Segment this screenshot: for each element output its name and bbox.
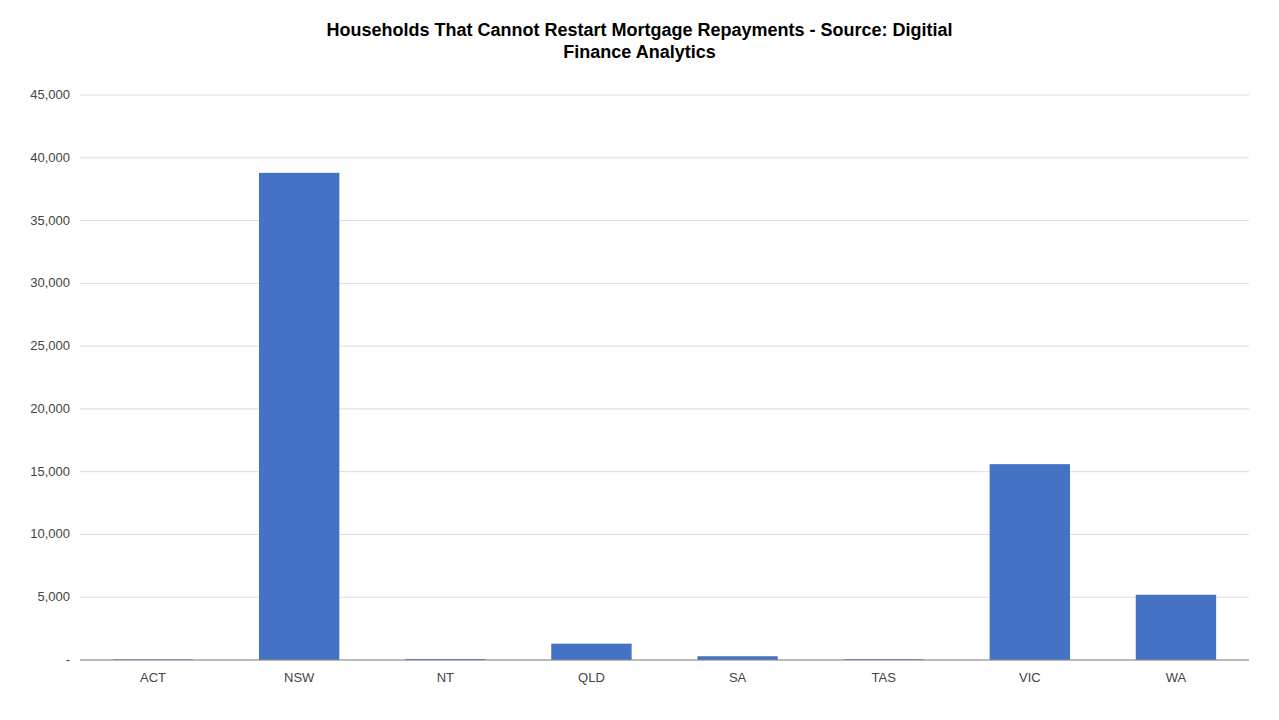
x-tick-label: NT bbox=[437, 670, 454, 685]
y-axis: - 5,000 10,000 15,000 20,000 25,000 30,000 35,0… bbox=[30, 87, 70, 667]
y-tick-label: 25,000 bbox=[30, 338, 70, 353]
x-tick-label: NSW bbox=[284, 670, 315, 685]
x-axis-line bbox=[80, 660, 1249, 661]
y-tick-label: 40,000 bbox=[30, 150, 70, 165]
y-tick-label: 20,000 bbox=[30, 401, 70, 416]
grid-line bbox=[80, 283, 1249, 284]
x-tick-label: QLD bbox=[578, 670, 605, 685]
bar bbox=[697, 656, 777, 660]
bar bbox=[1136, 595, 1216, 660]
y-tick-label: 30,000 bbox=[30, 275, 70, 290]
x-tick-label: WA bbox=[1166, 670, 1187, 685]
x-tick-label: VIC bbox=[1019, 670, 1041, 685]
x-tick-label: TAS bbox=[872, 670, 897, 685]
y-tick-label: 15,000 bbox=[30, 464, 70, 479]
grid-line bbox=[80, 660, 1249, 661]
x-tick-label: SA bbox=[729, 670, 747, 685]
x-axis: ACT NSW NT QLD SA TAS VIC WA bbox=[80, 660, 1249, 685]
grid-line bbox=[80, 408, 1249, 409]
chart-container: Households That Cannot Restart Mortgage … bbox=[0, 0, 1279, 720]
grid-line bbox=[80, 220, 1249, 221]
grid-line bbox=[80, 157, 1249, 158]
bar bbox=[551, 644, 631, 660]
y-tick-label: - bbox=[66, 652, 70, 667]
chart-title-line: Households That Cannot Restart Mortgage … bbox=[326, 20, 952, 40]
page: {"chart_data": {"type": "bar", "title": … bbox=[0, 0, 1279, 720]
y-tick-label: 5,000 bbox=[37, 589, 70, 604]
bars bbox=[113, 173, 1216, 660]
grid-line bbox=[80, 346, 1249, 347]
y-grid bbox=[80, 95, 1249, 660]
grid-line bbox=[80, 534, 1249, 535]
grid-line bbox=[80, 597, 1249, 598]
x-tick-label: ACT bbox=[140, 670, 166, 685]
y-tick-label: 10,000 bbox=[30, 526, 70, 541]
grid-line bbox=[80, 95, 1249, 96]
chart-title-line: Finance Analytics bbox=[563, 42, 715, 62]
y-tick-label: 35,000 bbox=[30, 213, 70, 228]
chart-svg: Households That Cannot Restart Mortgage … bbox=[0, 0, 1279, 720]
chart-title: Households That Cannot Restart Mortgage … bbox=[326, 20, 952, 62]
bar bbox=[259, 173, 339, 660]
y-tick-label: 45,000 bbox=[30, 87, 70, 102]
bar bbox=[990, 464, 1070, 660]
grid-line bbox=[80, 471, 1249, 472]
